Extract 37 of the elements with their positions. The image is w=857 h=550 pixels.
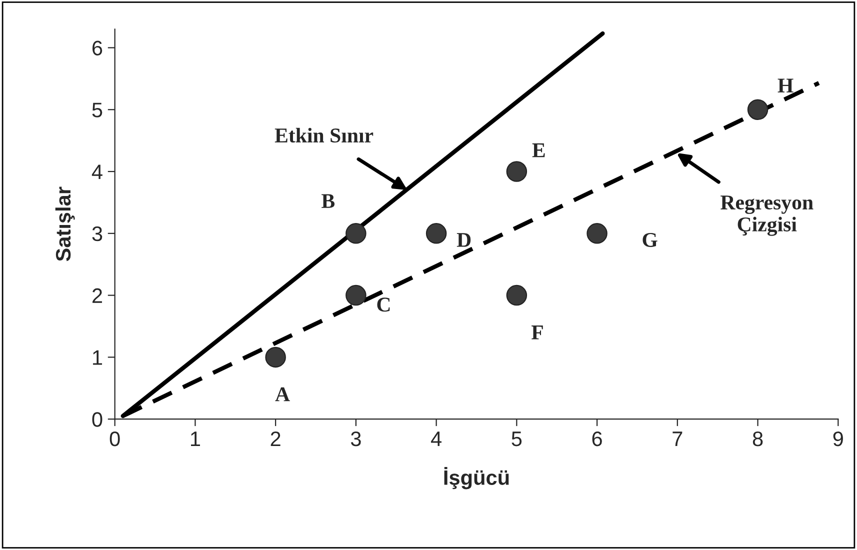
annotation: Etkin Sınır bbox=[274, 128, 374, 143]
y-tick-label: 0 bbox=[92, 412, 102, 427]
point bbox=[586, 223, 608, 244]
point bbox=[506, 284, 528, 306]
annotation: A bbox=[275, 387, 290, 402]
x-tick-label: 9 bbox=[833, 431, 843, 446]
y-tick-label: 5 bbox=[92, 102, 102, 118]
x-tick-label: 8 bbox=[752, 431, 763, 446]
point bbox=[346, 223, 366, 244]
annotation: G bbox=[642, 232, 658, 247]
y-axis-title: Satışlar bbox=[55, 186, 75, 262]
y-tick-label: 6 bbox=[92, 40, 102, 56]
annotation: B bbox=[322, 194, 335, 208]
x-tick-label: 2 bbox=[270, 431, 280, 446]
y-tick-label: 4 bbox=[92, 164, 102, 180]
x-tick-label: 7 bbox=[672, 432, 682, 446]
annotation: D bbox=[456, 233, 471, 247]
x-tick-label: 3 bbox=[350, 431, 361, 446]
x-axis-title: İşgücü bbox=[444, 466, 509, 490]
x-tick-label: 5 bbox=[512, 432, 522, 446]
point bbox=[747, 99, 768, 120]
x-tick-label: 1 bbox=[191, 432, 200, 446]
point bbox=[426, 223, 447, 244]
y-tick-label: 2 bbox=[92, 288, 102, 303]
annotation: E bbox=[532, 143, 545, 158]
point bbox=[265, 346, 286, 368]
x-tick-label: 0 bbox=[110, 431, 120, 446]
x-tick-label: 6 bbox=[592, 431, 602, 446]
annotation: C bbox=[377, 298, 390, 312]
annotation: H bbox=[778, 78, 794, 92]
point bbox=[506, 161, 528, 182]
point bbox=[346, 284, 366, 306]
annotation: F bbox=[532, 326, 543, 340]
x-tick-label: 4 bbox=[430, 432, 442, 446]
y-tick-label: 3 bbox=[92, 226, 102, 242]
annotation: Regresyon Çizgisi bbox=[720, 196, 814, 236]
y-tick-label: 1 bbox=[93, 350, 102, 365]
